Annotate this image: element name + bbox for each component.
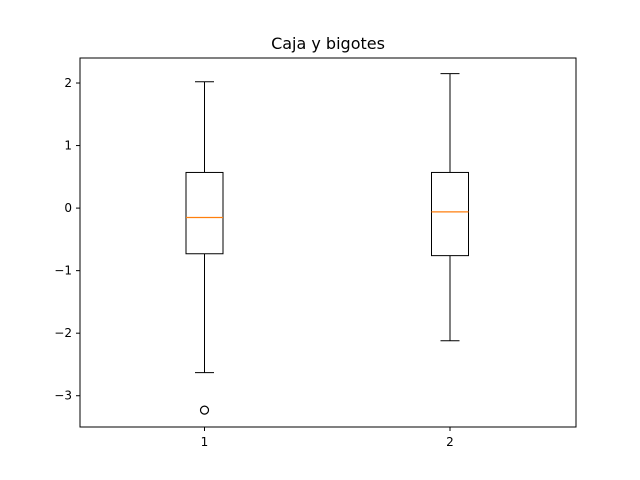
y-tick-label: −2: [54, 326, 72, 340]
y-tick-label: 0: [64, 201, 72, 215]
box-1: [185, 81, 224, 415]
plot-area: [79, 57, 577, 428]
x-tick-label: 1: [201, 435, 209, 449]
iqr-box: [185, 171, 224, 255]
y-tick-label: 2: [64, 76, 72, 90]
box-2: [431, 73, 469, 342]
x-tick-label: 2: [446, 435, 454, 449]
y-tick-label: −1: [54, 264, 72, 278]
y-tick-label: 1: [64, 139, 72, 153]
y-axis: 2 1 0 −1 −2 −3: [54, 76, 80, 403]
box-series: [185, 73, 469, 415]
outlier-point: [199, 405, 210, 415]
iqr-box: [431, 171, 469, 257]
chart-title: Caja y bigotes: [271, 34, 385, 53]
y-tick-label: −3: [54, 389, 72, 403]
